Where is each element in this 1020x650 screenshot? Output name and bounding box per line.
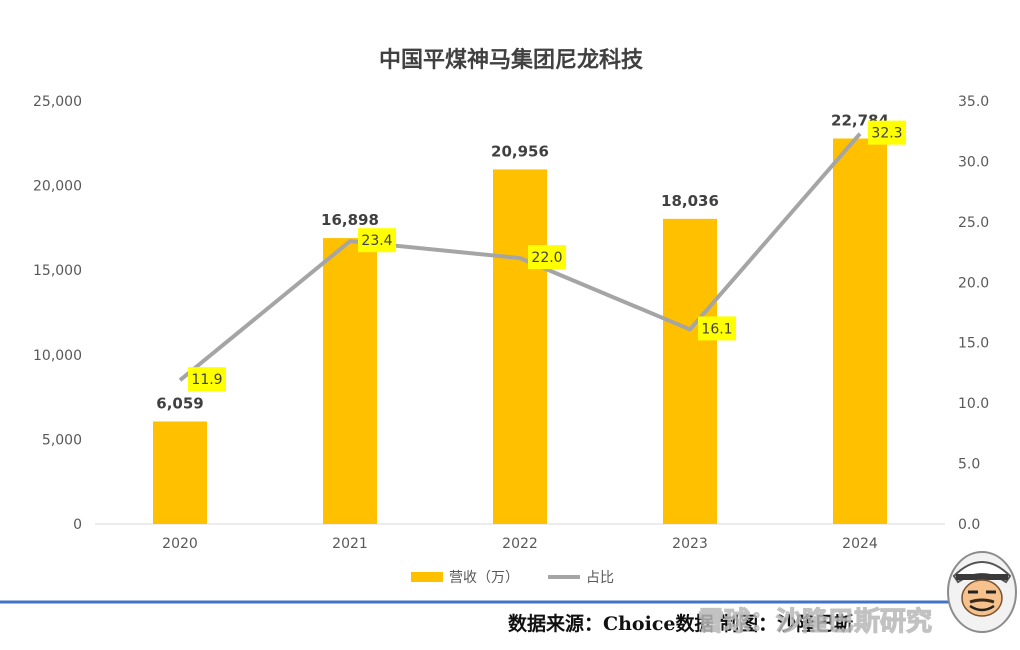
line-label-text: 22.0 (531, 250, 562, 266)
legend: 营收（万） 占比 (411, 570, 614, 586)
line-label-bg (698, 316, 736, 341)
line-label-bg (868, 120, 906, 145)
line-label-text: 32.3 (871, 126, 902, 142)
y-right-tick-label: 0.0 (958, 517, 980, 533)
line-label-text: 11.9 (191, 372, 222, 388)
line-value-label: 23.4 (358, 228, 396, 253)
bar-series (153, 138, 887, 525)
y-left-axis: 0 5,000 10,000 15,000 20,000 25,000 (33, 94, 82, 533)
bar (493, 169, 547, 524)
y-right-tick-label: 35.0 (958, 94, 989, 110)
x-tick-label: 2021 (332, 536, 368, 552)
bar-value-label: 18,036 (661, 192, 719, 210)
x-axis: 2020 2021 2022 2023 2024 (162, 536, 878, 552)
x-tick-label: 2022 (502, 536, 538, 552)
line-path (178, 132, 862, 382)
line-value-label: 32.3 (868, 120, 906, 145)
bar-value-label: 16,898 (321, 211, 379, 229)
line-series (178, 132, 862, 382)
line-value-label: 16.1 (698, 316, 736, 341)
bar (153, 421, 207, 524)
line-label-bg (358, 228, 396, 253)
y-right-tick-label: 15.0 (958, 336, 989, 352)
bar (833, 138, 887, 524)
watermark-text: 雪球：沙隆巴斯研究 (698, 606, 932, 637)
y-left-tick-label: 20,000 (33, 179, 82, 195)
x-tick-label: 2020 (162, 536, 198, 552)
y-left-tick-label: 0 (73, 517, 82, 533)
mascot-avatar (947, 551, 1017, 633)
line-label-bg (188, 367, 226, 392)
line-label-text: 16.1 (701, 321, 732, 337)
y-right-tick-label: 10.0 (958, 396, 989, 412)
y-right-tick-label: 20.0 (958, 275, 989, 291)
bar (323, 238, 377, 524)
y-right-tick-label: 30.0 (958, 154, 989, 170)
y-right-axis: 0.0 5.0 10.0 15.0 20.0 25.0 30.0 35.0 (958, 94, 989, 533)
chart-title: 中国平煤神马集团尼龙科技 (379, 47, 644, 73)
bar (663, 218, 717, 525)
y-left-tick-label: 25,000 (33, 94, 82, 110)
y-left-tick-label: 15,000 (33, 263, 82, 279)
footer-source: 数据来源：Choice数据 制图：沙隆巴斯 (508, 612, 853, 635)
bar-value-label: 20,956 (491, 142, 549, 160)
x-tick-label: 2023 (672, 536, 708, 552)
line-value-label: 11.9 (188, 367, 226, 392)
legend-bar-label: 营收（万） (449, 570, 519, 586)
x-tick-label: 2024 (842, 536, 878, 552)
line-label-bg (528, 245, 566, 270)
y-left-tick-label: 5,000 (42, 432, 82, 448)
line-data-labels: 11.9 23.4 22.0 16.1 32.3 (188, 120, 906, 392)
legend-bar-swatch (411, 572, 443, 582)
y-right-tick-label: 5.0 (958, 457, 980, 473)
bar-value-label: 6,059 (156, 394, 203, 412)
y-right-tick-label: 25.0 (958, 215, 989, 231)
line-label-text: 23.4 (361, 233, 392, 249)
line-value-label: 22.0 (528, 245, 566, 270)
y-left-tick-label: 10,000 (33, 348, 82, 364)
legend-line-label: 占比 (586, 570, 614, 586)
